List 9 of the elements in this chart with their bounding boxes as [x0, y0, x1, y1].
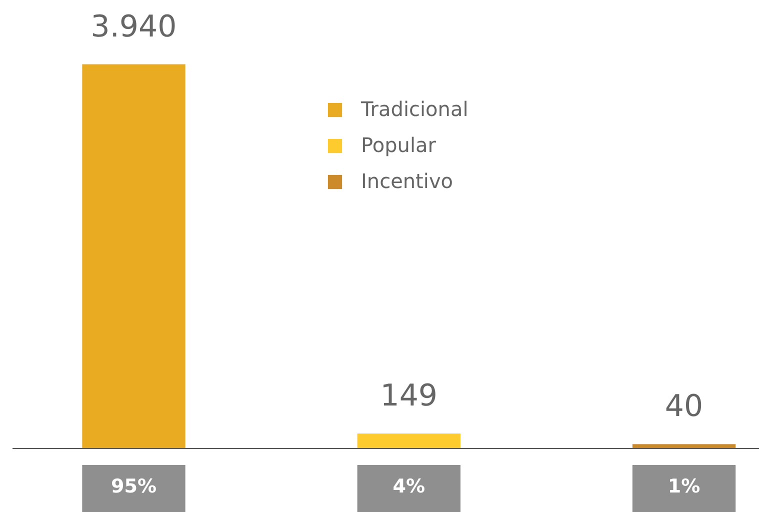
legend-label: Tradicional	[360, 97, 468, 121]
legend-label: Popular	[361, 133, 437, 157]
legend-label: Incentivo	[361, 169, 454, 193]
data-label: 40	[664, 389, 704, 424]
x-tick-label: 1%	[668, 476, 700, 498]
x-tick-label: 4%	[392, 476, 426, 498]
data-label: 149	[380, 378, 438, 414]
x-tick-label: 95%	[111, 476, 156, 498]
data-label: 3.940	[90, 9, 177, 44]
